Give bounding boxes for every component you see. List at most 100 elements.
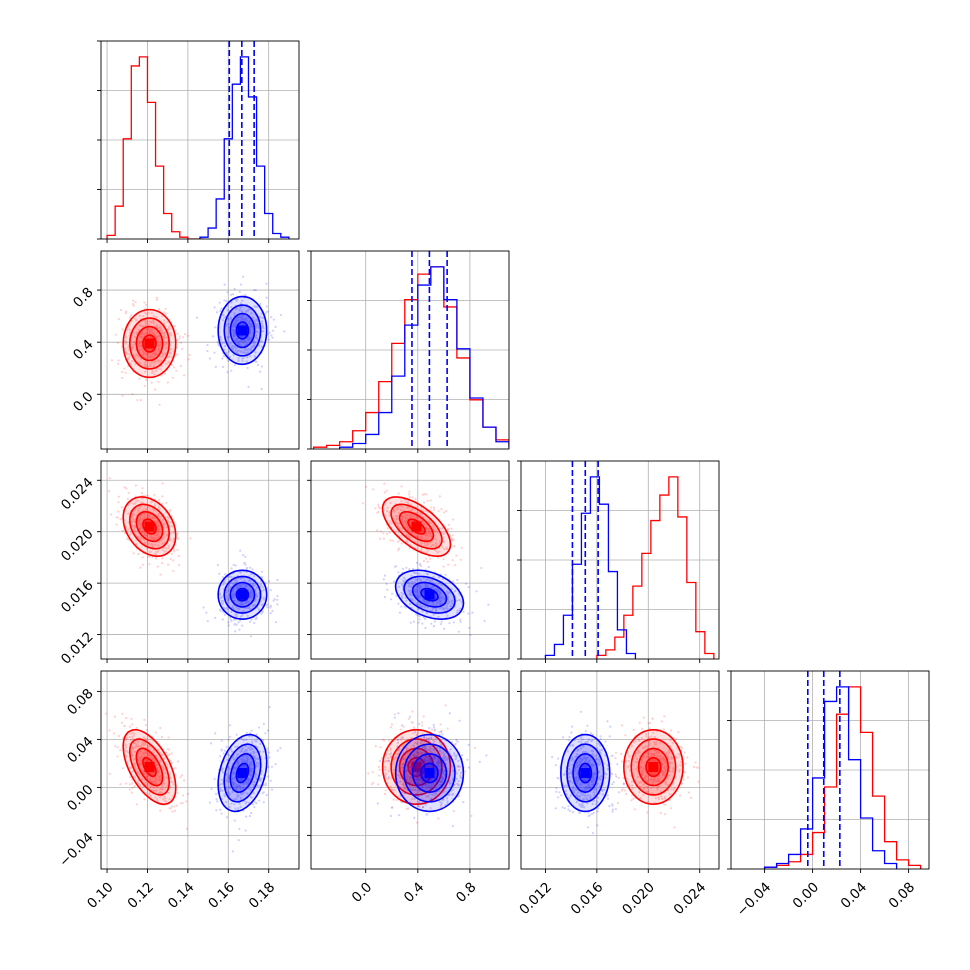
scatter-point	[231, 595, 234, 598]
scatter-point	[680, 761, 683, 764]
scatter-point	[630, 745, 633, 748]
scatter-point	[158, 540, 161, 543]
scatter-point	[397, 746, 401, 749]
scatter-point	[249, 769, 252, 772]
scatter-point	[255, 337, 258, 340]
scatter-point	[418, 778, 421, 781]
scatter-point	[166, 515, 169, 519]
scatter-point	[131, 303, 135, 306]
scatter-point	[653, 759, 656, 762]
scatter-point	[159, 326, 162, 329]
scatter-point	[231, 589, 234, 592]
scatter-point	[155, 316, 158, 319]
scatter-point	[134, 526, 137, 529]
scatter-point	[448, 793, 451, 796]
scatter-point	[254, 765, 258, 768]
scatter-point	[147, 327, 150, 330]
scatter-point	[214, 616, 217, 619]
scatter-point	[120, 721, 124, 724]
scatter-point	[422, 599, 425, 603]
scatter-point	[396, 753, 400, 756]
scatter-point	[645, 733, 648, 736]
scatter-point	[455, 777, 458, 780]
scatter-point	[152, 353, 155, 356]
scatter-point	[150, 780, 153, 783]
scatter-point	[653, 755, 656, 758]
scatter-point	[245, 731, 248, 734]
scatter-point	[464, 582, 468, 585]
scatter-point	[139, 750, 142, 753]
scatter-point	[639, 766, 643, 769]
scatter-point	[261, 575, 264, 579]
scatter-point	[239, 788, 242, 791]
scatter-point	[393, 713, 396, 716]
scatter-point	[155, 298, 159, 301]
scatter-point	[245, 566, 249, 569]
scatter-point	[250, 811, 253, 815]
scatter-point	[214, 792, 218, 796]
scatter-point	[450, 760, 453, 763]
scatter-point	[416, 614, 419, 617]
scatter-point	[236, 753, 239, 756]
scatter-point	[171, 810, 174, 813]
scatter-point	[431, 579, 434, 582]
scatter-point	[227, 624, 230, 627]
scatter-point	[153, 360, 157, 363]
scatter-point	[397, 770, 400, 773]
scatter-point	[173, 325, 177, 328]
scatter-point	[261, 316, 264, 319]
scatter-point	[387, 759, 390, 762]
scatter-point	[444, 745, 447, 748]
scatter-point	[227, 598, 231, 601]
scatter-point	[161, 784, 164, 787]
contour-line-0	[135, 510, 164, 543]
scatter-point	[172, 540, 175, 543]
scatter-point	[245, 348, 249, 351]
scatter-point	[650, 778, 653, 781]
scatter-point	[641, 727, 644, 730]
y-tick-label: 0.08	[64, 686, 97, 719]
scatter-point	[423, 542, 426, 545]
scatter-point	[139, 340, 142, 343]
scatter-point	[662, 728, 665, 731]
scatter-point	[386, 527, 389, 530]
scatter-point	[131, 782, 134, 785]
scatter-point	[142, 752, 145, 755]
scatter-point	[429, 541, 432, 544]
scatter-point	[409, 509, 412, 512]
scatter-point	[147, 745, 150, 748]
scatter-point	[423, 740, 426, 743]
scatter-point	[227, 766, 230, 769]
scatter-point	[153, 361, 156, 364]
scatter-point	[438, 731, 441, 734]
scatter-point	[657, 777, 660, 781]
scatter-point	[437, 817, 440, 820]
scatter-point	[389, 598, 393, 601]
scatter-point	[162, 335, 165, 338]
scatter-point	[246, 761, 249, 764]
scatter-point	[236, 745, 239, 748]
scatter-point	[392, 798, 395, 801]
scatter-point	[404, 787, 407, 790]
scatter-point	[434, 792, 437, 796]
scatter-point	[432, 575, 435, 578]
scatter-point	[149, 336, 153, 339]
scatter-point	[659, 811, 662, 814]
scatter-point	[440, 768, 443, 771]
scatter-point	[378, 760, 382, 763]
scatter-point	[429, 530, 432, 533]
scatter-point	[441, 778, 444, 781]
scatter-point	[406, 506, 409, 509]
scatter-point	[426, 748, 429, 751]
scatter-point	[138, 762, 141, 765]
scatter-point	[630, 780, 633, 783]
scatter-point	[424, 803, 427, 806]
scatter-point	[219, 597, 223, 600]
scatter-point	[432, 748, 435, 751]
scatter-point	[456, 740, 459, 743]
scatter-point	[410, 586, 413, 589]
scatter-point	[440, 596, 443, 599]
scatter-point	[108, 490, 111, 493]
scatter-point	[153, 503, 157, 507]
scatter-point	[235, 319, 238, 323]
